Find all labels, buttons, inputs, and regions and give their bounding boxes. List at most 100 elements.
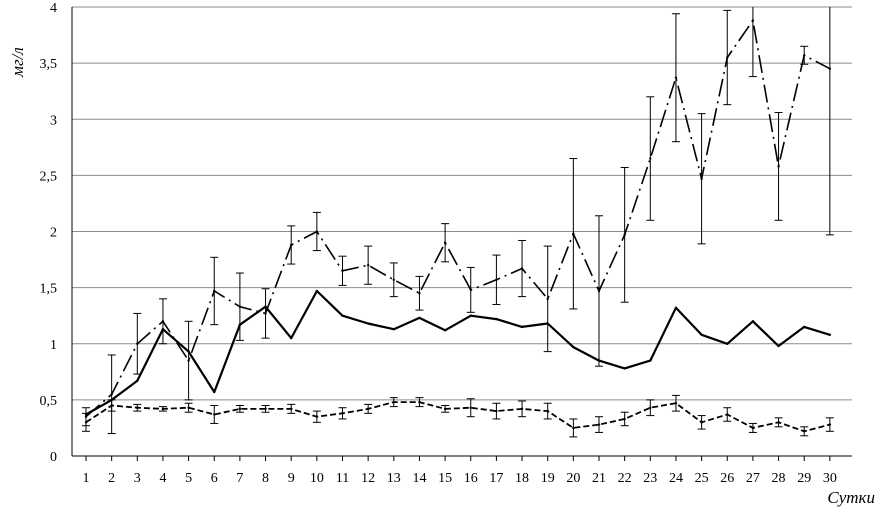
data-point	[700, 333, 703, 336]
x-axis-label: Сутки	[827, 488, 875, 507]
data-point	[674, 306, 678, 310]
series-dashed	[82, 394, 834, 438]
data-point	[443, 407, 447, 411]
data-point	[828, 333, 832, 336]
data-point	[213, 390, 216, 394]
data-point	[341, 412, 344, 415]
data-point	[623, 417, 626, 421]
data-point	[520, 407, 524, 411]
data-point	[290, 243, 293, 247]
data-point	[187, 359, 190, 362]
data-point	[777, 165, 780, 168]
data-point	[366, 407, 370, 411]
x-tick-label: 25	[695, 471, 709, 486]
data-point	[700, 177, 703, 180]
data-point	[572, 232, 575, 235]
data-point	[187, 350, 190, 353]
x-tick-label: 2	[108, 471, 115, 486]
data-point	[495, 278, 498, 281]
x-tick-label: 23	[643, 471, 657, 486]
data-point	[520, 267, 524, 270]
x-tick-label: 6	[211, 471, 218, 486]
x-tick-label: 30	[823, 471, 837, 486]
x-tick-label: 5	[185, 471, 192, 486]
y-tick-label: 0,5	[40, 394, 58, 409]
x-tick-label: 24	[669, 471, 683, 486]
x-tick-label: 17	[489, 471, 503, 486]
x-tick-label: 14	[412, 471, 426, 486]
data-point	[726, 342, 729, 345]
data-point	[803, 430, 806, 433]
data-point	[290, 407, 293, 411]
data-point	[597, 423, 601, 426]
data-point	[572, 426, 575, 430]
x-tick-label: 8	[262, 471, 269, 486]
y-tick-label: 3,5	[40, 57, 58, 72]
data-point	[238, 407, 242, 411]
data-point	[161, 407, 165, 411]
data-point	[213, 289, 216, 293]
x-tick-label: 3	[134, 471, 141, 486]
axis-layer	[71, 7, 852, 461]
y-tick-label: 4	[50, 1, 57, 16]
data-point	[238, 323, 242, 326]
data-point	[264, 305, 267, 308]
data-point	[649, 406, 652, 409]
data-point	[84, 421, 88, 424]
data-point	[546, 409, 549, 413]
x-tick-label: 27	[746, 471, 760, 486]
data-point	[777, 344, 780, 348]
x-tick-label: 16	[464, 471, 478, 486]
y-axis-label: мг/л	[8, 47, 27, 78]
data-point	[546, 322, 549, 325]
x-tick-label: 10	[310, 471, 324, 486]
x-tick-label: 26	[720, 471, 734, 486]
data-point	[597, 289, 601, 293]
y-tick-label: 1,5	[40, 282, 58, 297]
data-point	[828, 67, 832, 70]
data-point	[495, 409, 498, 413]
x-tick-label: 9	[288, 471, 295, 486]
data-point	[238, 305, 242, 308]
data-point	[366, 322, 370, 325]
series-line	[85, 401, 831, 433]
data-point	[392, 400, 395, 404]
data-point	[623, 233, 626, 237]
x-tick-label: 21	[592, 471, 606, 486]
data-point	[726, 413, 729, 416]
data-point	[187, 406, 190, 409]
data-point	[315, 289, 319, 293]
data-point	[469, 288, 472, 292]
data-point	[469, 406, 472, 409]
y-tick-label: 2,5	[40, 169, 58, 184]
series-line	[85, 289, 831, 416]
data-point	[469, 314, 472, 317]
data-point	[264, 312, 267, 315]
data-point	[751, 320, 755, 323]
x-tick-label: 15	[438, 471, 452, 486]
data-point	[341, 314, 344, 317]
data-point	[341, 269, 344, 272]
data-point	[136, 379, 139, 382]
x-tick-label: 1	[83, 471, 90, 486]
data-point	[136, 342, 139, 345]
x-tick-label: 11	[336, 471, 349, 486]
data-point	[264, 407, 267, 411]
data-point	[136, 406, 139, 409]
data-point	[803, 325, 806, 329]
data-point	[623, 367, 626, 370]
data-point	[674, 76, 678, 79]
x-tick-label: 7	[236, 471, 243, 486]
data-point	[520, 325, 524, 329]
data-point	[418, 316, 421, 320]
series-solid	[84, 289, 832, 416]
data-point	[649, 157, 652, 160]
series-line	[85, 19, 831, 418]
tick-layer: 00,511,522,533,541 2 3 4 5 6 7 8 9 10 11 12 13 14 15 16…	[40, 1, 837, 486]
y-tick-label: 2	[50, 226, 57, 241]
data-point	[726, 56, 729, 59]
data-point	[110, 404, 113, 407]
data-point	[315, 230, 319, 233]
x-tick-label: 28	[772, 471, 786, 486]
